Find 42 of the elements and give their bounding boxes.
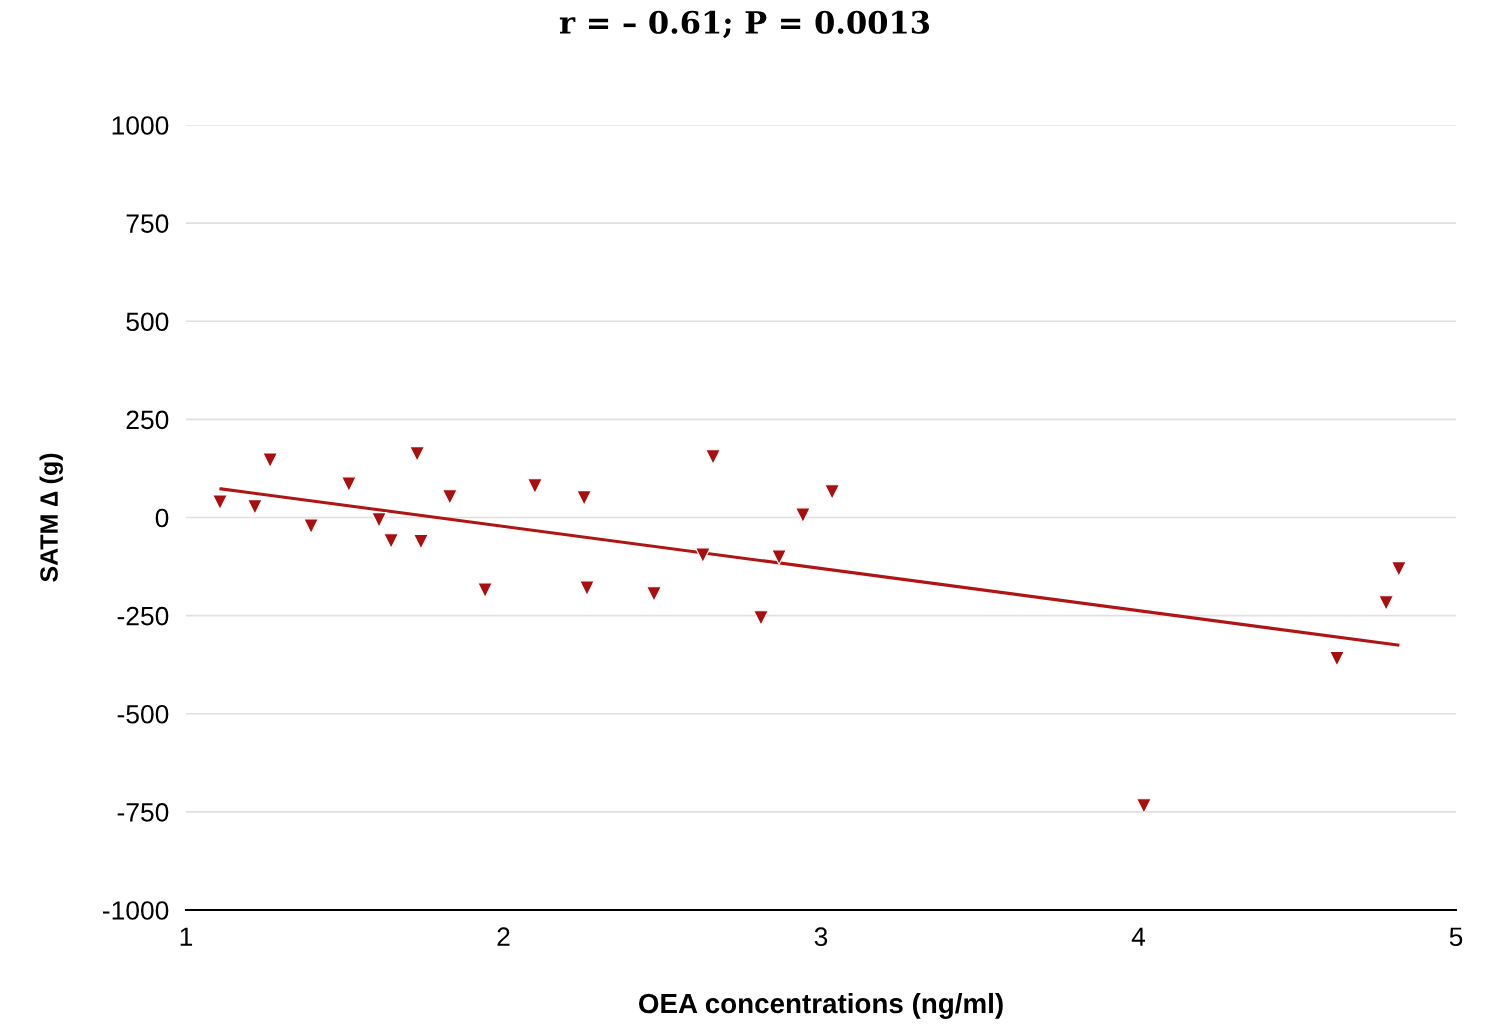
point [262,452,278,469]
y-tick-label: 750 [126,214,169,233]
point [646,586,662,602]
point [371,512,387,528]
point [771,549,787,565]
chart-title: r = – 0.61; P = 0.0013 [559,10,930,39]
y-tick-label: 0 [155,508,169,528]
point [795,507,811,523]
y-tick-label: -1000 [103,901,169,920]
point [1136,798,1152,814]
point [247,499,263,515]
x-axis-title: OEA concentrations (ng/ml) [639,992,1003,1019]
x-tick-label: 5 [1449,927,1463,947]
point [579,580,595,596]
point [212,494,228,511]
y-tick-label: -500 [117,704,169,724]
point [303,518,319,534]
point [576,490,592,506]
point [409,446,425,462]
point [1391,561,1407,577]
y-axis-title: SATM ∆ (g) [39,453,63,582]
point [442,489,458,505]
y-tick-label: -250 [117,606,169,626]
y-tick-label: 500 [126,312,169,332]
point [1378,595,1394,611]
x-tick-label: 1 [180,927,193,946]
x-tick-label: 4 [1131,927,1146,946]
point [695,547,711,564]
point [383,533,399,549]
point [753,610,769,626]
y-tick-label: 1000 [112,116,169,135]
point [413,533,429,550]
point [1329,650,1345,667]
x-tick-label: 3 [814,927,828,947]
x-tick-label: 2 [497,927,510,946]
point [705,449,721,465]
point [477,582,493,598]
point [824,484,840,500]
y-tick-label: 250 [126,410,169,430]
point [341,476,357,492]
y-tick-label: -750 [117,803,169,822]
point [527,478,543,494]
